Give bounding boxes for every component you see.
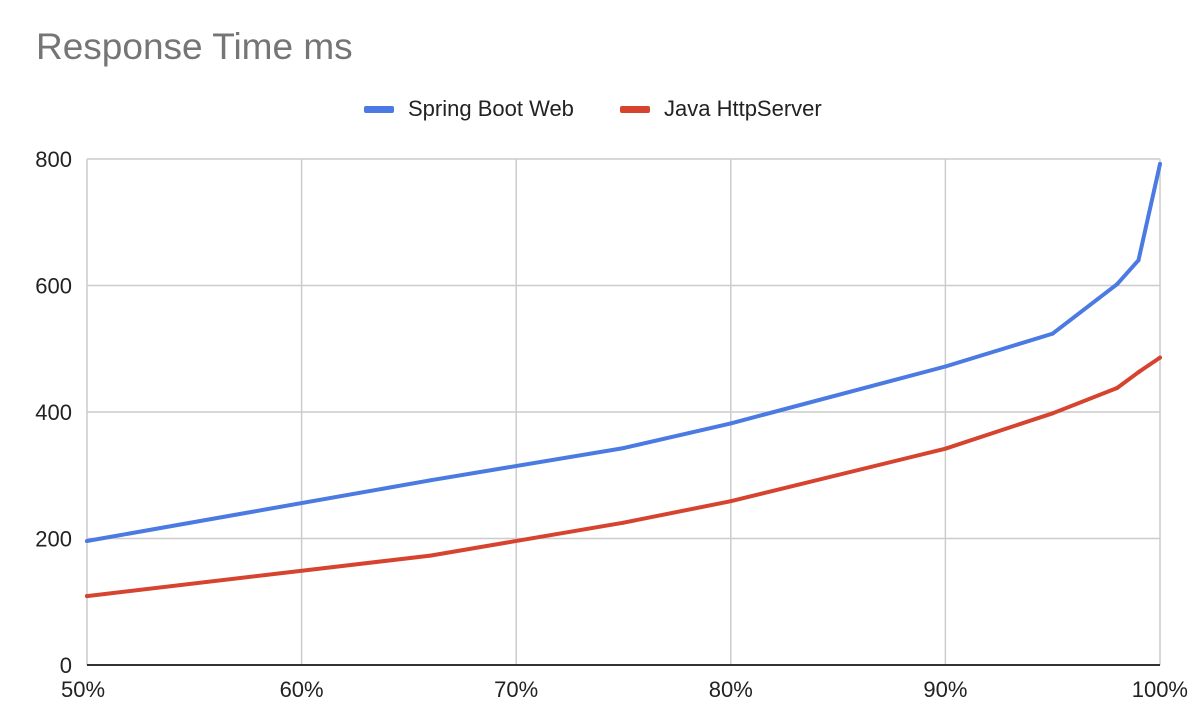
y-tick-label: 0 [60,653,72,678]
series-lines [85,162,1162,599]
chart-title: Response Time ms [36,26,353,67]
data-point[interactable] [428,478,433,483]
x-tick-label: 80% [709,677,753,702]
data-point[interactable] [728,499,733,504]
y-tick-label: 600 [35,274,72,299]
data-point[interactable] [943,446,948,451]
data-point[interactable] [1136,258,1141,263]
data-point[interactable] [621,446,626,451]
x-tick-label: 90% [923,677,967,702]
data-point[interactable] [1050,331,1055,336]
data-point[interactable] [621,520,626,525]
tick-labels: 0 200 400 600 800 50% 60% 70% 80% 90% 100% [35,147,1188,702]
data-point[interactable] [85,594,89,599]
data-point[interactable] [428,553,433,558]
data-point[interactable] [728,421,733,426]
series-line-spring-boot-web[interactable] [85,162,1162,543]
grid [86,158,1161,665]
data-point[interactable] [85,539,89,544]
data-point[interactable] [1050,411,1055,416]
data-point[interactable] [1115,385,1120,390]
data-point[interactable] [1115,282,1120,287]
legend-swatch-spring-boot-web [364,105,394,113]
legend-item-java-httpserver[interactable]: Java HttpServer [620,94,822,124]
x-tick-label: 50% [61,677,105,702]
data-point[interactable] [1136,370,1141,375]
y-tick-label: 200 [35,527,72,552]
data-point[interactable] [1158,162,1162,167]
y-tick-label: 800 [35,147,72,172]
series-line-java-httpserver[interactable] [85,355,1162,599]
legend-label-java-httpserver: Java HttpServer [664,96,822,121]
data-point[interactable] [943,364,948,369]
legend-label-spring-boot-web: Spring Boot Web [408,96,574,121]
x-tick-label: 100% [1132,677,1188,702]
data-point[interactable] [1158,355,1162,360]
legend: Spring Boot Web Java HttpServer [0,94,1194,124]
x-tick-label: 70% [494,677,538,702]
legend-item-spring-boot-web[interactable]: Spring Boot Web [364,94,574,124]
y-tick-label: 400 [35,400,72,425]
x-tick-label: 60% [280,677,324,702]
legend-swatch-java-httpserver [620,105,650,113]
